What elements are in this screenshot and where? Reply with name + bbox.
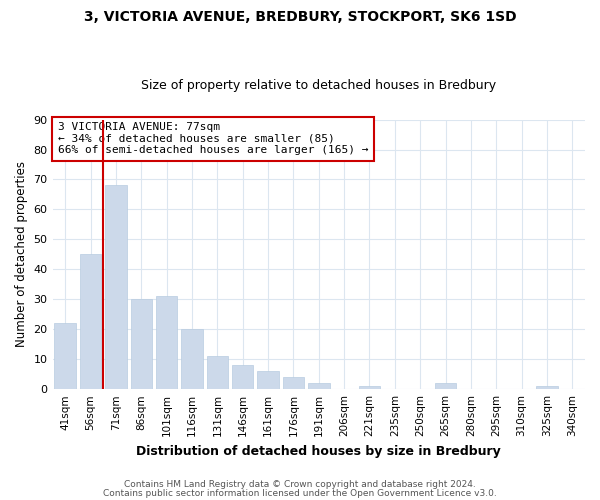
Bar	[257, 371, 279, 389]
Bar	[55, 324, 76, 389]
Bar	[156, 296, 178, 389]
Text: 3 VICTORIA AVENUE: 77sqm
← 34% of detached houses are smaller (85)
66% of semi-d: 3 VICTORIA AVENUE: 77sqm ← 34% of detach…	[58, 122, 368, 156]
Bar	[435, 383, 457, 389]
Y-axis label: Number of detached properties: Number of detached properties	[15, 162, 28, 348]
Text: 3, VICTORIA AVENUE, BREDBURY, STOCKPORT, SK6 1SD: 3, VICTORIA AVENUE, BREDBURY, STOCKPORT,…	[83, 10, 517, 24]
Bar	[206, 356, 228, 389]
Bar	[536, 386, 558, 389]
X-axis label: Distribution of detached houses by size in Bredbury: Distribution of detached houses by size …	[136, 444, 501, 458]
Bar	[232, 365, 253, 389]
Title: Size of property relative to detached houses in Bredbury: Size of property relative to detached ho…	[141, 79, 496, 92]
Bar	[181, 330, 203, 389]
Bar	[105, 186, 127, 389]
Text: Contains HM Land Registry data © Crown copyright and database right 2024.: Contains HM Land Registry data © Crown c…	[124, 480, 476, 489]
Bar	[359, 386, 380, 389]
Bar	[308, 383, 329, 389]
Bar	[283, 377, 304, 389]
Text: Contains public sector information licensed under the Open Government Licence v3: Contains public sector information licen…	[103, 488, 497, 498]
Bar	[131, 300, 152, 389]
Bar	[80, 254, 101, 389]
